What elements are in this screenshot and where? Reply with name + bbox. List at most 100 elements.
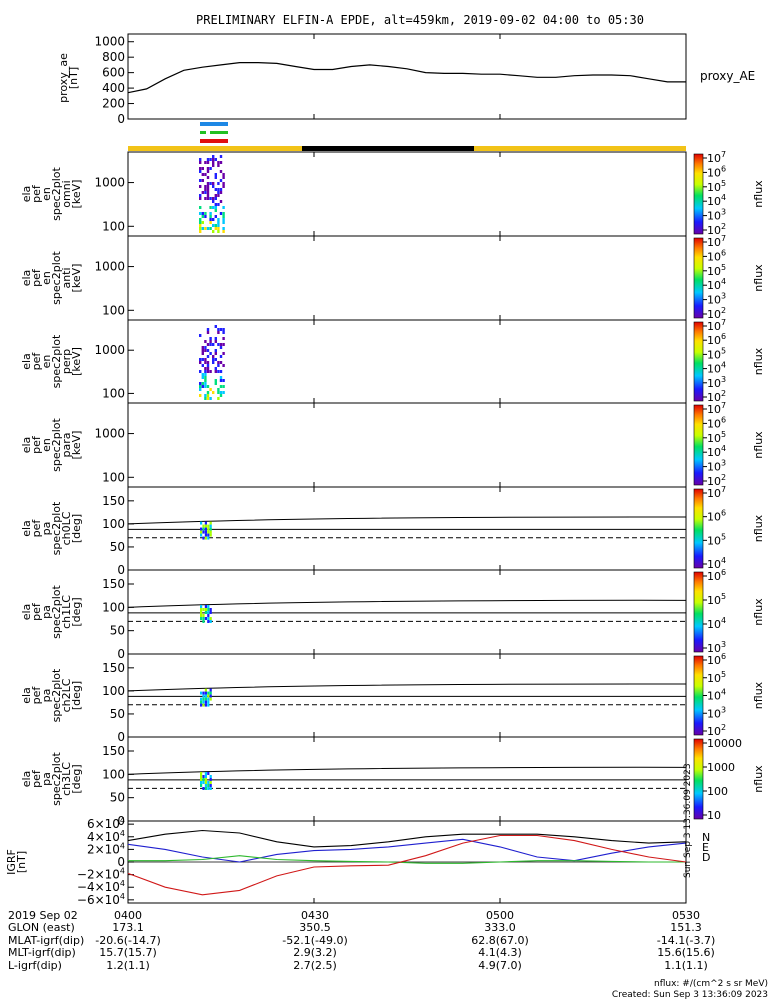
panel-2: 1000100elapefenspec2plotanti[keV]1071061… bbox=[20, 234, 765, 321]
pitch-angle-pixel bbox=[207, 703, 210, 707]
spectrogram-pixel bbox=[209, 221, 212, 224]
panel-3-cbar-label-5: 102 bbox=[707, 389, 726, 404]
pitch-angle-pixel bbox=[204, 527, 207, 531]
spectrogram-pixel bbox=[206, 343, 210, 346]
pitch-angle-pixel bbox=[207, 787, 210, 790]
spectrogram-pixel bbox=[199, 358, 202, 361]
pitch-angle-pixel bbox=[209, 524, 212, 528]
panel-5-ylabel-line-2: pa bbox=[40, 522, 53, 536]
mlt-0500: 4.1(4.3) bbox=[478, 946, 522, 959]
spectrogram-pixel bbox=[219, 346, 223, 349]
spectrogram-pixel bbox=[206, 391, 210, 394]
spectrogram-pixel bbox=[222, 176, 225, 179]
spectrogram-pixel bbox=[209, 352, 212, 355]
mlt-0430: 2.9(3.2) bbox=[293, 946, 337, 959]
indicator-bar-red bbox=[200, 139, 228, 143]
panel-2-ylabel-line-2: en bbox=[40, 271, 53, 285]
pitch-angle-pixel bbox=[202, 524, 205, 528]
spectrogram-pixel bbox=[217, 328, 220, 331]
panel-8-ytick-label-2: 50 bbox=[110, 791, 125, 805]
spectrogram-pixel bbox=[209, 215, 212, 218]
spectrogram-pixel bbox=[222, 182, 225, 185]
panel-4-ytick-label-0: 1000 bbox=[94, 427, 125, 441]
spectrogram-pixel bbox=[222, 379, 225, 382]
pitch-angle-pixel bbox=[202, 787, 205, 790]
spectrogram-pixel bbox=[201, 349, 204, 352]
spectrogram-pixel bbox=[212, 355, 215, 358]
spectrogram-pixel bbox=[204, 215, 207, 218]
spectrogram-pixel bbox=[204, 161, 207, 164]
spectrogram-pixel bbox=[201, 221, 204, 224]
panel-7-cbar-label-0: 106 bbox=[707, 652, 726, 667]
ae-ytick-label-4: 200 bbox=[102, 97, 125, 111]
spectrogram-pixel bbox=[204, 370, 207, 373]
spectrogram-pixel bbox=[217, 182, 220, 185]
spectrogram-pixel bbox=[217, 364, 220, 367]
spectrogram-pixel bbox=[222, 352, 225, 355]
pitch-angle-pixel bbox=[207, 784, 210, 787]
spectrogram-pixel bbox=[219, 370, 223, 373]
panel-7-lc-upper bbox=[127, 683, 687, 692]
spectrogram-pixel bbox=[212, 197, 215, 200]
spectrogram-pixel bbox=[212, 230, 215, 233]
panel-2-ylabel-line-4: anti bbox=[60, 267, 73, 288]
pitch-angle-pixel bbox=[207, 772, 210, 775]
spectrogram-pixel bbox=[199, 185, 202, 188]
spectrogram-pixel bbox=[206, 167, 210, 170]
panel-2-ylabel-line-1: pef bbox=[30, 268, 43, 287]
pitch-angle-pixel bbox=[209, 691, 212, 695]
panel-7-colorbar bbox=[693, 655, 704, 736]
row-label-date: 2019 Sep 02 bbox=[8, 909, 78, 922]
pitch-angle-pixel bbox=[200, 527, 203, 531]
pitch-angle-pixel bbox=[204, 611, 207, 614]
spectrogram-pixel bbox=[219, 361, 223, 364]
row-label-l: L-igrf(dip) bbox=[8, 959, 62, 972]
pitch-angle-pixel bbox=[202, 527, 205, 531]
spectrogram-pixel bbox=[217, 194, 220, 197]
panel-2-ytick-label-1: 100 bbox=[102, 303, 125, 317]
panel-5-cbar-label-3: 104 bbox=[707, 556, 726, 571]
spectrogram-pixel bbox=[222, 328, 225, 331]
panel-8-cbar-label-1: 1000 bbox=[707, 761, 735, 774]
spectrogram-pixel bbox=[217, 227, 220, 230]
spectrogram-pixel bbox=[199, 334, 202, 337]
pitch-angle-pixel bbox=[204, 536, 207, 540]
panel-3-ylabel-line-3: spec2plot bbox=[50, 334, 63, 388]
spectrogram-pixel bbox=[206, 331, 210, 334]
spectrogram-pixel bbox=[204, 173, 207, 176]
spectrogram-pixel bbox=[206, 394, 210, 397]
spectrogram-pixel bbox=[219, 200, 223, 203]
spectrogram-pixel bbox=[219, 179, 223, 182]
spectrogram-pixel bbox=[199, 170, 202, 173]
spectrogram-pixel bbox=[201, 373, 204, 376]
pitch-angle-pixel bbox=[200, 781, 203, 784]
panel-6-ylabel-line-3: spec2plot bbox=[50, 585, 63, 639]
pitch-angle-pixel bbox=[204, 521, 207, 525]
spectrogram-pixel bbox=[209, 397, 212, 400]
spectrogram-pixel bbox=[214, 367, 217, 370]
pitch-angle-pixel bbox=[207, 527, 210, 531]
panel-2-cbar-label-0: 107 bbox=[707, 234, 726, 249]
glon-0500: 333.0 bbox=[484, 921, 516, 934]
row-label-mlt: MLT-igrf(dip) bbox=[8, 946, 76, 959]
spectrogram-pixel bbox=[206, 182, 210, 185]
pitch-angle-pixel bbox=[207, 694, 210, 698]
spectrogram-pixel bbox=[204, 376, 207, 379]
panel-1-ytick-label-0: 1000 bbox=[94, 176, 125, 190]
mlat-0430: -52.1(-49.0) bbox=[282, 934, 348, 947]
spectrogram-pixel bbox=[209, 227, 212, 230]
pitch-angle-pixel bbox=[200, 775, 203, 778]
spectrogram-pixel bbox=[214, 349, 217, 352]
ae-ytick-label-2: 600 bbox=[102, 66, 125, 80]
spectrogram-pixel bbox=[201, 346, 204, 349]
pitch-angle-pixel bbox=[202, 778, 205, 781]
panel-7-ylabel-line-5: [deg] bbox=[70, 681, 83, 710]
panel-7-cbar-label-3: 103 bbox=[707, 705, 726, 720]
spectrogram-pixel bbox=[219, 355, 223, 358]
pitch-angle-pixel bbox=[207, 536, 210, 540]
panel-2-cbar-label-1: 106 bbox=[707, 248, 726, 263]
panel-3-ylabel-line-5: [keV] bbox=[70, 347, 83, 376]
spectrogram-pixel bbox=[212, 391, 215, 394]
spectrogram-pixel bbox=[214, 379, 217, 382]
